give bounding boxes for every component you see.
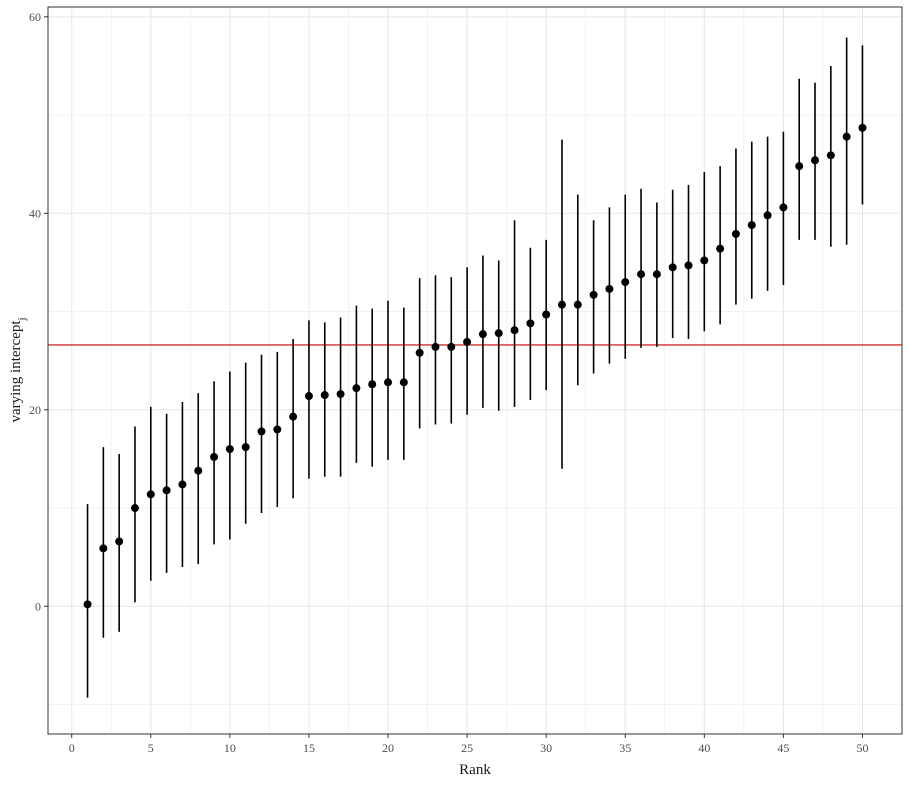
data-point: [795, 162, 804, 171]
data-point: [716, 244, 725, 253]
data-points: [83, 123, 867, 609]
data-point: [83, 600, 92, 609]
data-point: [336, 390, 345, 399]
data-point: [526, 319, 535, 328]
y-axis-title-subscript: j: [16, 317, 28, 321]
x-tick-label: 5: [148, 741, 154, 755]
x-tick-label: 50: [856, 741, 868, 755]
data-point: [589, 290, 598, 299]
data-point: [241, 443, 250, 452]
data-point: [779, 203, 788, 212]
data-point: [146, 490, 155, 499]
data-point: [115, 537, 124, 546]
data-point: [257, 427, 266, 436]
data-point: [320, 391, 329, 400]
data-point: [747, 221, 756, 230]
panel-border: [47, 6, 903, 735]
data-point: [130, 504, 139, 513]
data-point: [858, 123, 867, 132]
data-point: [463, 338, 472, 347]
x-tick-label: 10: [224, 741, 236, 755]
data-point: [273, 425, 282, 434]
data-point: [652, 270, 661, 279]
data-point: [289, 412, 298, 421]
data-point: [700, 256, 709, 265]
data-point: [763, 211, 772, 220]
data-point: [510, 326, 519, 335]
data-point: [447, 342, 456, 351]
y-tick-label: 20: [29, 403, 41, 417]
data-point: [621, 278, 630, 287]
data-point: [399, 378, 408, 387]
data-point: [731, 229, 740, 238]
data-point: [304, 392, 313, 401]
x-tick-label: 15: [303, 741, 315, 755]
data-point: [557, 300, 566, 309]
data-point: [384, 378, 393, 387]
data-point: [668, 263, 677, 272]
data-point: [478, 330, 487, 339]
data-point: [99, 544, 108, 553]
y-tick-label: 40: [29, 206, 41, 220]
data-point: [494, 329, 503, 338]
y-axis: 0 20 40 60: [29, 10, 48, 613]
data-point: [431, 342, 440, 351]
x-tick-label: 30: [540, 741, 552, 755]
data-point: [415, 348, 424, 357]
data-point: [826, 151, 835, 160]
data-point: [811, 156, 820, 165]
x-tick-label: 25: [461, 741, 473, 755]
panel-background: [48, 7, 902, 734]
y-axis-title: varying interceptj: [8, 317, 28, 422]
data-point: [194, 466, 203, 475]
y-axis-title-main: varying intercept: [8, 320, 24, 423]
x-tick-label: 20: [382, 741, 394, 755]
data-point: [605, 284, 614, 293]
data-point: [210, 452, 219, 461]
data-point: [842, 132, 851, 141]
data-point: [162, 486, 171, 495]
x-tick-label: 40: [698, 741, 710, 755]
x-tick-label: 35: [619, 741, 631, 755]
x-axis: 0 5 10 15 20 25 30 35 40 45 50: [69, 734, 868, 755]
data-point: [352, 384, 361, 393]
y-tick-label: 60: [29, 10, 41, 24]
x-axis-title: Rank: [459, 762, 491, 778]
data-point: [684, 261, 693, 270]
data-point: [637, 270, 646, 279]
data-point: [542, 310, 551, 319]
x-tick-label: 45: [777, 741, 789, 755]
y-tick-label: 0: [35, 599, 41, 613]
data-point: [178, 480, 187, 489]
data-point: [368, 380, 377, 389]
x-tick-label: 0: [69, 741, 75, 755]
data-point: [225, 445, 234, 454]
data-point: [573, 300, 582, 309]
